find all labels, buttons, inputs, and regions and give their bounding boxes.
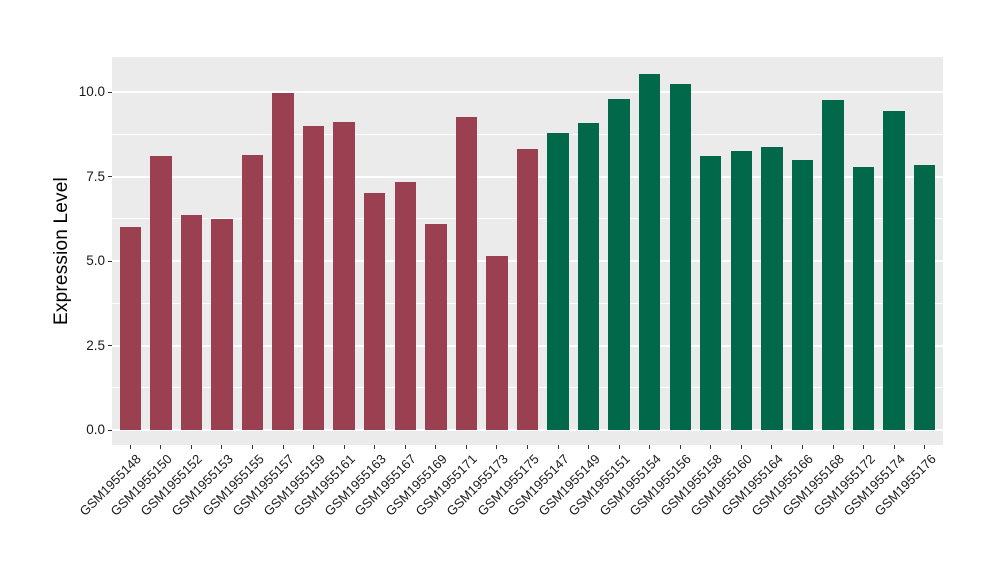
x-tick-mark	[190, 445, 192, 449]
plot-panel	[112, 57, 943, 445]
y-tick-label-0.0: 0.0	[86, 422, 105, 437]
x-tick-mark	[588, 445, 590, 449]
x-tick-mark	[527, 445, 528, 449]
bar-GSM1955159	[302, 125, 325, 430]
y-tick-mark	[108, 429, 112, 431]
bar-GSM1955175	[516, 149, 539, 430]
x-tick-mark	[863, 445, 865, 449]
bar-GSM1955155	[241, 154, 264, 430]
bar-GSM1955167	[394, 181, 416, 430]
y-tick-label-10.0: 10.0	[78, 84, 105, 99]
bar-GSM1955147	[547, 133, 569, 430]
x-tick-mark	[771, 445, 773, 449]
bar-GSM1955160	[730, 150, 753, 430]
bar-GSM1955154	[639, 74, 661, 430]
x-tick-mark	[496, 445, 498, 449]
y-axis-title: Expression Level	[51, 177, 72, 325]
major-gridline	[112, 429, 943, 431]
y-tick-label-5.0: 5.0	[86, 253, 105, 268]
x-tick-mark	[740, 445, 742, 449]
bar-GSM1955158	[700, 156, 722, 430]
x-tick-mark	[679, 445, 681, 449]
bar-GSM1955166	[791, 159, 814, 430]
x-tick-mark	[893, 445, 895, 449]
bar-GSM1955176	[913, 165, 936, 430]
x-tick-mark	[801, 445, 803, 449]
bar-GSM1955156	[669, 84, 691, 430]
x-tick-mark	[313, 445, 315, 449]
bar-GSM1955148	[119, 227, 141, 430]
bar-GSM1955172	[852, 167, 875, 430]
bar-GSM1955169	[425, 223, 447, 430]
x-tick-mark	[710, 445, 712, 449]
x-tick-mark	[557, 445, 559, 449]
x-tick-mark	[649, 445, 651, 449]
x-tick-mark	[832, 445, 834, 449]
bar-GSM1955150	[150, 156, 172, 430]
bar-GSM1955152	[180, 215, 203, 430]
x-tick-mark	[374, 445, 376, 449]
x-tick-mark	[252, 445, 254, 449]
y-tick-label-2.5: 2.5	[86, 337, 105, 353]
bar-GSM1955168	[822, 99, 844, 430]
bar-GSM1955174	[883, 110, 905, 430]
y-tick-label-7.5: 7.5	[86, 168, 105, 184]
x-tick-mark	[343, 445, 345, 449]
y-tick-mark	[108, 260, 112, 262]
major-gridline	[112, 91, 943, 93]
bar-GSM1955164	[761, 147, 783, 430]
y-tick-mark	[108, 176, 112, 177]
x-tick-mark	[160, 445, 162, 449]
minor-gridline	[112, 133, 943, 135]
x-tick-mark	[924, 445, 926, 449]
bar-GSM1955153	[211, 218, 233, 430]
bar-GSM1955161	[333, 122, 355, 430]
x-tick-mark	[129, 445, 131, 449]
x-tick-mark	[435, 445, 437, 449]
bar-GSM1955163	[364, 193, 386, 430]
bar-GSM1955171	[455, 117, 478, 430]
bar-GSM1955157	[272, 93, 294, 430]
x-tick-mark	[404, 445, 406, 449]
bar-GSM1955151	[608, 98, 630, 430]
bar-GSM1955173	[486, 255, 508, 430]
x-tick-mark	[221, 445, 223, 449]
y-tick-mark	[108, 345, 112, 346]
bar-GSM1955149	[577, 123, 600, 430]
x-tick-mark	[465, 445, 467, 449]
x-tick-mark	[282, 445, 284, 449]
x-tick-mark	[618, 445, 620, 449]
y-tick-mark	[108, 91, 112, 93]
